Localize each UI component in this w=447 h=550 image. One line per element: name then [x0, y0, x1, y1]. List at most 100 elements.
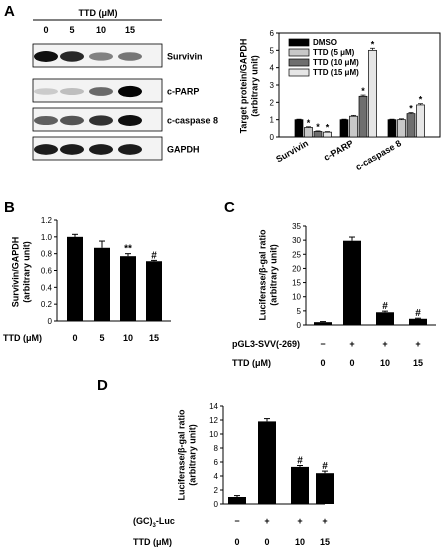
legend-entry: TTD (15 μM): [313, 68, 359, 77]
blot-band: [34, 51, 58, 62]
bar: [120, 256, 136, 321]
blot-row-label: GAPDH: [167, 145, 200, 155]
significance-mark: #: [382, 301, 388, 312]
blot-row: c-caspase 8: [32, 107, 218, 132]
x-tick-label: c-PARP: [322, 138, 355, 163]
bar: [94, 247, 110, 321]
y-tick-label: 10: [292, 293, 301, 302]
blot-lane-label: 5: [69, 25, 74, 35]
panel-c-letter: C: [224, 199, 235, 216]
row-cell: 0: [349, 358, 354, 368]
y-tick-label: 30: [292, 236, 301, 245]
row-label: TTD (μM): [133, 537, 172, 547]
row-cell: +: [415, 339, 420, 349]
row-cell: +: [297, 516, 302, 526]
blot-row-label: c-caspase 8: [167, 116, 218, 126]
y-tick-label: 8: [214, 444, 219, 453]
row-cell: +: [382, 339, 387, 349]
y-tick-label: 35: [292, 222, 301, 231]
chart-d: 0 2 4 6 8 10 12 14 Luciferase/β-gal ratio (arbitr…: [133, 402, 334, 547]
y-tick-label: 0.6: [41, 267, 53, 276]
blot-lane-labels: 0 5 10 15: [43, 25, 135, 35]
y-tick-label: 14: [209, 402, 218, 411]
row-cell: +: [322, 516, 327, 526]
bar: [291, 466, 309, 504]
significance-mark: *: [361, 86, 365, 96]
y-axis-label: (arbitrary unit): [269, 244, 279, 306]
bar: [397, 119, 406, 138]
blot-band: [60, 88, 84, 95]
y-tick-label: 4: [270, 64, 275, 73]
blot-band: [89, 52, 113, 61]
blot-band: [118, 115, 142, 126]
row-cell: −: [234, 516, 239, 526]
blot-band: [118, 144, 142, 155]
y-axis-label: (arbitrary unit): [250, 55, 260, 117]
row-cell: 15: [320, 537, 330, 547]
chart-c: 0 5 10 15 20 25 30 35 Luciferase/β-gal ratio (arb…: [232, 222, 436, 368]
x-tick-label: 5: [99, 333, 104, 343]
blot-lane-label: 0: [43, 25, 48, 35]
row-cell: +: [349, 339, 354, 349]
y-axis-label: Luciferase/β-gal ratio: [258, 229, 268, 321]
chart-a: 0 1 2 3 4 5 6 Target protein/GAPDH (arbitrary un…: [239, 29, 441, 172]
y-tick-label: 3: [270, 81, 275, 90]
y-tick-label: 0: [297, 321, 302, 330]
y-tick-label: 0.8: [41, 250, 53, 259]
y-tick-label: 0.4: [41, 283, 53, 292]
significance-mark: #: [151, 250, 157, 261]
blot-row-label: c-PARP: [167, 87, 199, 97]
y-tick-label: 6: [214, 458, 219, 467]
blot-lane-label: 15: [125, 25, 135, 35]
significance-mark: *: [316, 122, 320, 132]
x-tick-label: 10: [123, 333, 133, 343]
bar: [339, 119, 349, 138]
bar: [343, 240, 361, 325]
y-tick-label: 25: [292, 250, 301, 259]
bar: [313, 131, 323, 138]
significance-mark: *: [409, 104, 413, 114]
significance-mark: *: [307, 118, 311, 128]
significance-mark: *: [419, 95, 423, 105]
blot-row: Survivin: [32, 43, 203, 68]
x-tick-label: 15: [149, 333, 159, 343]
bar: [349, 115, 358, 138]
row-cell: 15: [413, 358, 423, 368]
row-cell: 10: [295, 537, 305, 547]
y-tick-label: 15: [292, 279, 301, 288]
blot-band: [60, 115, 84, 126]
blot-band: [118, 52, 142, 61]
row-label: (GC)3-Luc: [133, 516, 175, 529]
panel-d-letter: D: [97, 377, 108, 394]
blot-band: [60, 51, 84, 62]
bar: [409, 318, 427, 325]
blot-band: [34, 144, 58, 155]
bar: [294, 119, 304, 138]
x-axis-label: TTD (μM): [3, 333, 42, 343]
y-tick-label: 5: [297, 307, 302, 316]
row-cell: −: [320, 339, 325, 349]
y-tick-label: 20: [292, 264, 301, 273]
row-cell: +: [264, 516, 269, 526]
bar: [304, 127, 313, 138]
blot-band: [34, 115, 58, 126]
panel-b-letter: B: [4, 199, 15, 216]
bar: [316, 473, 334, 504]
bar: [358, 95, 368, 138]
x-tick-label: c-caspase 8: [354, 138, 403, 172]
bar: [416, 104, 425, 138]
bar: [406, 113, 416, 138]
legend-swatch: [288, 58, 310, 67]
y-tick-label: 12: [209, 416, 218, 425]
chart-b: 0 0.2 0.4 0.6 0.8 1.0 1.2 Survivin/GAPDH (arbitr…: [3, 216, 171, 343]
blot-band: [34, 88, 58, 95]
y-tick-label: 2: [270, 98, 275, 107]
legend-entry: TTD (10 μM): [313, 58, 359, 67]
row-cell: 0: [264, 537, 269, 547]
bar: [314, 322, 332, 325]
y-tick-label: 4: [214, 472, 219, 481]
blot-band: [89, 115, 113, 126]
bar: [387, 119, 397, 138]
legend-swatch: [288, 68, 310, 77]
